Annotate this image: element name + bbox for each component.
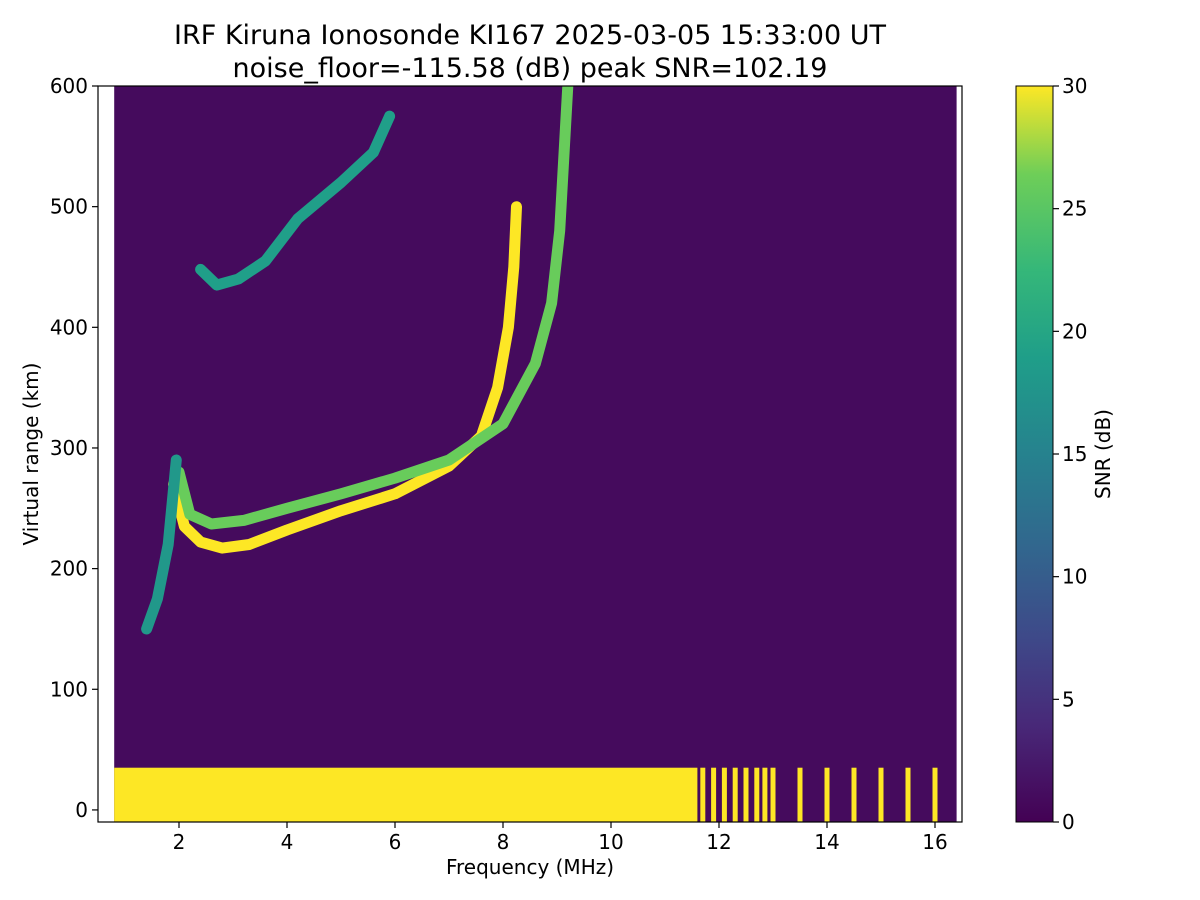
- y-tick-label: 0: [75, 798, 88, 822]
- x-tick-label: 6: [389, 830, 402, 854]
- colorbar-tick-label: 5: [1062, 687, 1075, 711]
- echo-trace-2: [195, 110, 396, 291]
- high-freq-echo-spike-4: [743, 767, 749, 822]
- y-tick-label: 200: [50, 557, 88, 581]
- echo-trace-1: [173, 86, 574, 530]
- high-freq-echo-spike-3: [732, 767, 738, 822]
- high-freq-echo-spike-8: [797, 767, 803, 822]
- high-freq-echo-spike-11: [878, 767, 884, 822]
- high-freq-echo-spike-13: [932, 767, 938, 822]
- x-tick-label: 2: [173, 830, 186, 854]
- y-tick-label: 300: [50, 436, 88, 460]
- colorbar-tick-label: 20: [1062, 319, 1087, 343]
- chart-title-line-1: IRF Kiruna Ionosonde KI167 2025-03-05 15…: [174, 20, 887, 51]
- high-freq-echo-spike-7: [770, 767, 776, 822]
- x-axis-ticks: 2 4 6 8 10 12 14 16: [173, 822, 948, 854]
- x-tick-label: 8: [497, 830, 510, 854]
- y-tick-label: 100: [50, 677, 88, 701]
- echo-trace-0: [168, 201, 522, 554]
- y-axis-label: Virtual range (km): [19, 363, 43, 546]
- x-tick-label: 12: [706, 830, 731, 854]
- y-tick-label: 500: [50, 195, 88, 219]
- x-tick-label: 10: [598, 830, 623, 854]
- high-freq-echo-spike-12: [905, 767, 911, 822]
- colorbar-tick-label: 30: [1062, 74, 1087, 98]
- x-tick-label: 14: [814, 830, 839, 854]
- heatmap-background: [114, 86, 957, 822]
- plot-frame: [97, 85, 963, 823]
- colorbar-tick-label: 15: [1062, 442, 1087, 466]
- colorbar-tick-label: 0: [1062, 810, 1075, 834]
- high-freq-echo-spike-9: [824, 767, 830, 822]
- plot-area: [97, 85, 963, 823]
- high-freq-echo-spike-6: [762, 767, 768, 822]
- heatmap-layer: [114, 86, 957, 822]
- colorbar-gradient: [1015, 85, 1054, 823]
- high-freq-echo-spike-0: [700, 767, 706, 822]
- y-axis-ticks: 0 100 200 300 400 500 600: [50, 74, 98, 822]
- echo-trace-3: [141, 454, 182, 635]
- x-tick-label: 4: [281, 830, 294, 854]
- high-freq-echo-spike-10: [851, 767, 857, 822]
- y-tick-label: 400: [50, 315, 88, 339]
- colorbar-label: SNR (dB): [1091, 409, 1115, 499]
- high-freq-echo-spike-2: [721, 767, 727, 822]
- high-freq-echo-spike-1: [711, 767, 717, 822]
- ground-echo-band: [114, 767, 698, 822]
- y-tick-label: 600: [50, 74, 88, 98]
- chart-title-line-2: noise_floor=-115.58 (dB) peak SNR=102.19: [233, 53, 828, 84]
- colorbar-tick-label: 25: [1062, 197, 1087, 221]
- x-tick-label: 16: [922, 830, 947, 854]
- x-axis-label: Frequency (MHz): [446, 855, 614, 879]
- colorbar-ticks: 0 5 10 15 20 25 30: [1053, 74, 1087, 834]
- colorbar: 0 5 10 15 20 25 30 SNR (dB): [1015, 74, 1115, 834]
- high-freq-echo-spike-5: [754, 767, 760, 822]
- colorbar-tick-label: 10: [1062, 565, 1087, 589]
